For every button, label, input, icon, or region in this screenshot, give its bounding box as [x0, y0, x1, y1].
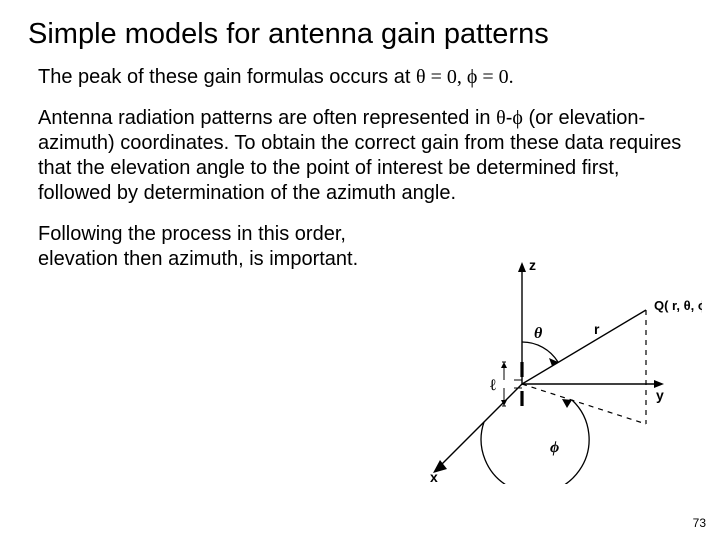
phi-symbol-2: ϕ — [512, 107, 523, 129]
para1-text-c: = 0. — [477, 66, 513, 88]
body-text: The peak of these gain formulas occurs a… — [28, 65, 692, 272]
q-point-label: Q( r, θ, ϕ ) — [654, 298, 702, 313]
r-label: r — [594, 321, 600, 337]
page-number: 73 — [693, 516, 706, 530]
slide-title: Simple models for antenna gain patterns — [28, 18, 692, 51]
theta-arc-label: θ — [534, 325, 543, 342]
paragraph-2: Antenna radiation patterns are often rep… — [38, 106, 688, 206]
phi-arc-label: ϕ — [550, 439, 559, 456]
para1-text-b: = 0, — [426, 66, 467, 88]
coordinate-figure: z y x Q( r, θ, ϕ ) r θ ϕ — [402, 254, 702, 484]
y-axis-label: y — [656, 387, 664, 403]
theta-symbol: θ — [416, 66, 426, 88]
z-axis-label: z — [529, 257, 536, 273]
x-axis-label: x — [430, 469, 438, 484]
para2-text-a: Antenna radiation patterns are often rep… — [38, 107, 496, 129]
paragraph-1: The peak of these gain formulas occurs a… — [38, 65, 688, 90]
slide: Simple models for antenna gain patterns … — [0, 0, 720, 540]
phi-symbol: ϕ — [467, 66, 478, 88]
ell-label: ℓ — [490, 377, 497, 394]
para1-text-a: The peak of these gain formulas occurs a… — [38, 66, 416, 88]
theta-symbol-2: θ — [496, 107, 506, 129]
coord-svg: z y x Q( r, θ, ϕ ) r θ ϕ — [402, 254, 702, 484]
